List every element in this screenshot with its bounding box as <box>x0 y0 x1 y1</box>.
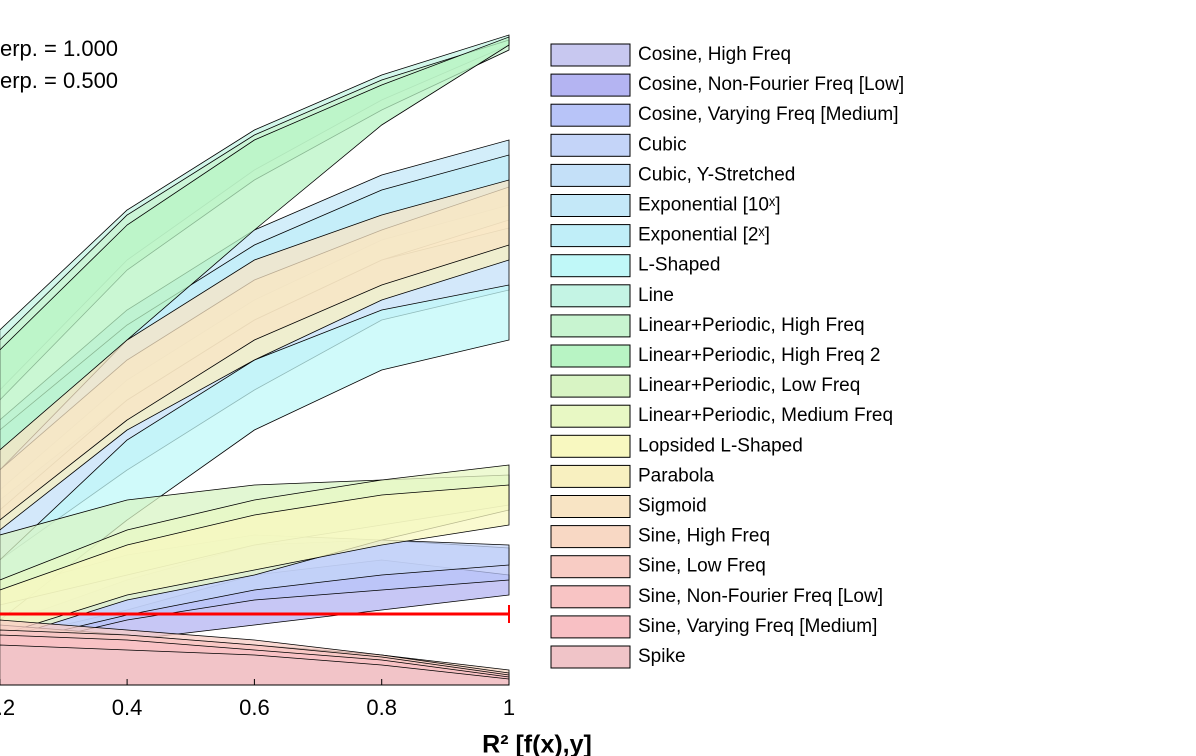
x-tick-label: 1 <box>503 695 515 720</box>
legend-label: Parabola <box>638 465 714 486</box>
annotation: erp. = 0.500 <box>0 68 118 93</box>
x-tick-label: 0.6 <box>239 695 270 720</box>
legend-label: Sine, Varying Freq [Medium] <box>638 616 877 637</box>
band-area <box>0 484 510 636</box>
legend-swatch <box>550 133 631 157</box>
legend-label: Linear+Periodic, High Freq <box>638 315 865 336</box>
legend-label: Sine, Non-Fourier Freq [Low] <box>638 586 883 607</box>
legend-swatch <box>550 645 631 669</box>
x-tick-label: 0.4 <box>112 695 143 720</box>
legend-swatch <box>550 374 631 398</box>
legend-label: Sine, Low Freq <box>638 556 766 577</box>
legend-label: Lopsided L-Shaped <box>638 435 803 456</box>
legend-swatch <box>550 314 631 338</box>
legend-swatch <box>550 344 631 368</box>
legend-swatch <box>550 194 631 217</box>
legend-swatch <box>550 103 631 127</box>
legend-label: Cosine, Varying Freq [Medium] <box>638 104 898 125</box>
legend-swatch <box>550 434 631 458</box>
legend-swatch <box>550 555 631 579</box>
legend-swatch <box>550 404 631 428</box>
x-axis-label: R² [f(x),y] <box>482 731 592 756</box>
legend-label: Linear+Periodic, High Freq 2 <box>638 345 880 366</box>
legend-swatch <box>550 254 631 278</box>
legend-swatch <box>550 224 631 248</box>
band-area <box>0 179 510 521</box>
legend-label: Sigmoid <box>638 496 707 517</box>
legend-label: Spike <box>638 646 686 667</box>
legend-swatch <box>550 525 631 549</box>
legend-swatch <box>550 495 631 518</box>
annotation: erp. = 1.000 <box>0 36 118 61</box>
legend-label: Exponential [10ˣ] <box>638 195 781 216</box>
legend-swatch <box>550 43 631 67</box>
legend-label: Sine, High Freq <box>638 526 770 547</box>
legend-label: Cubic, Y-Stretched <box>638 164 795 185</box>
bands: Cosine, High Freq Cosine, Non-Fourier Fre… <box>0 34 904 686</box>
legend-swatch <box>550 163 631 187</box>
x-tick-label: 0.8 <box>366 695 397 720</box>
legend-label: Exponential [2ˣ] <box>638 225 770 246</box>
legend-swatch <box>550 615 631 639</box>
legend-label: L-Shaped <box>638 255 720 276</box>
legend-label: Cosine, High Freq <box>638 44 791 65</box>
legend-label: Linear+Periodic, Medium Freq <box>638 405 893 426</box>
legend-label: Cosine, Non-Fourier Freq [Low] <box>638 74 904 95</box>
legend-label: Line <box>638 285 674 306</box>
legend-swatch <box>550 464 631 488</box>
legend-label: Linear+Periodic, Low Freq <box>638 375 860 396</box>
legend-label: Cubic <box>638 134 687 155</box>
legend-swatch <box>550 73 631 97</box>
x-tick-label: 0.2 <box>0 695 15 720</box>
legend-swatch <box>550 284 631 308</box>
legend-swatch <box>550 585 631 609</box>
